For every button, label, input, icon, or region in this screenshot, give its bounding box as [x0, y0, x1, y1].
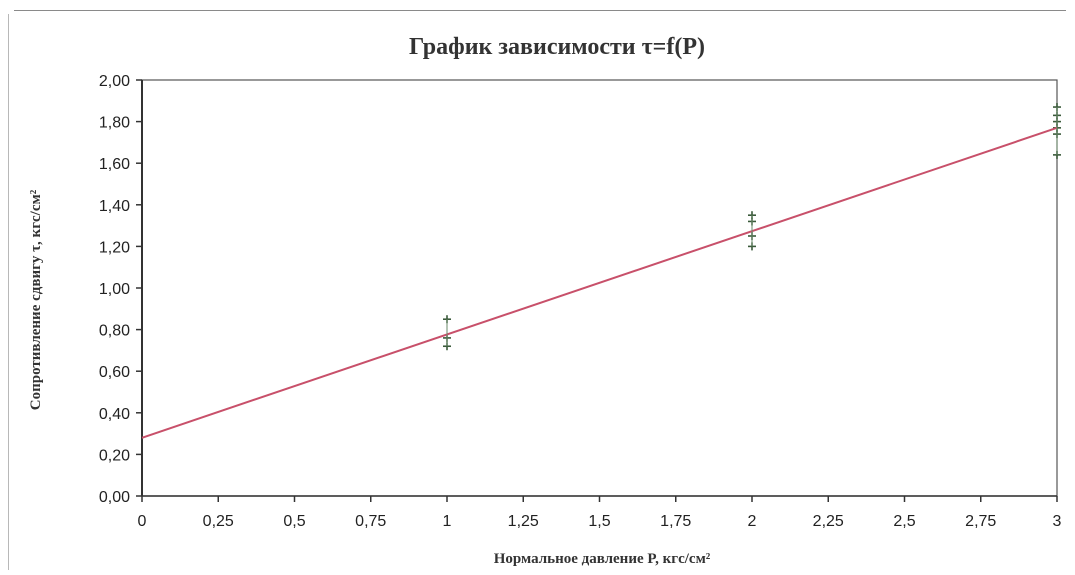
- x-tick-label: 0,75: [355, 513, 386, 530]
- y-tick-label: 2,00: [99, 73, 130, 90]
- x-tick-label: 2,5: [893, 513, 915, 530]
- x-tick-label: 0,25: [203, 513, 234, 530]
- left-border: [8, 14, 9, 570]
- x-tick-label: 3: [1053, 513, 1062, 530]
- y-tick-label: 0,20: [99, 447, 130, 464]
- y-tick-label: 1,20: [99, 239, 130, 256]
- x-tick-label: 1,25: [508, 513, 539, 530]
- y-tick-label: 1,40: [99, 198, 130, 215]
- x-tick-label: 2: [748, 513, 757, 530]
- x-tick-label: 1,5: [588, 513, 610, 530]
- plot-border: [141, 79, 1058, 497]
- x-tick-label: 2,75: [965, 513, 996, 530]
- x-tick-label: 2,25: [813, 513, 844, 530]
- x-tick-label: 1,75: [660, 513, 691, 530]
- y-tick-label: 0,00: [99, 489, 130, 506]
- top-border: [14, 10, 1066, 11]
- y-tick-label: 0,40: [99, 406, 130, 423]
- y-tick-label: 1,00: [99, 281, 130, 298]
- x-tick-label: 1: [443, 513, 452, 530]
- y-tick-label: 1,60: [99, 156, 130, 173]
- y-tick-label: 1,80: [99, 115, 130, 132]
- y-tick-label: 0,80: [99, 323, 130, 340]
- trend-line: [141, 126, 1058, 439]
- x-axis-title: Нормальное давление P, кгс/см²: [494, 551, 711, 567]
- y-tick-label: 0,60: [99, 364, 130, 381]
- y-axis-title: Сопротивление сдвигу τ, кгс/см²: [28, 189, 44, 410]
- x-tick-label: 0,5: [283, 513, 305, 530]
- chart-title: График зависимости τ=f(P): [409, 34, 705, 60]
- x-tick-label: 0: [138, 513, 147, 530]
- plot-area: 0,00 0,20 0,40 0,60 0,80 1,00 1,20 1,40 1,60 1,80…: [99, 73, 1062, 530]
